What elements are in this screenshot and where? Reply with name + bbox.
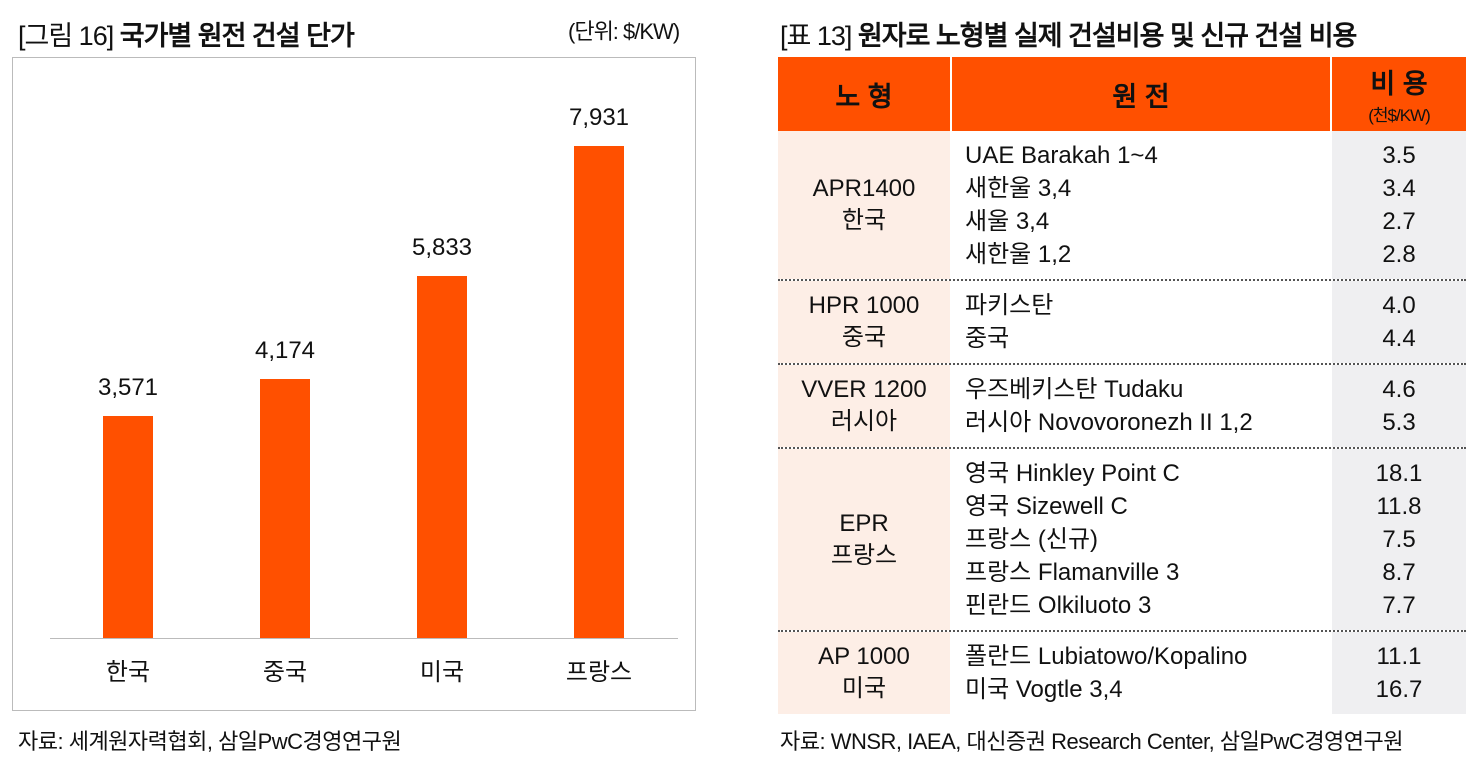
bar-3 [574, 146, 624, 638]
value-label: 3,571 [97, 374, 159, 402]
figure-title-text: 국가별 원전 건설 단가 [119, 21, 355, 51]
cost-value: 8.7 [1382, 559, 1416, 586]
table-title: [표 13] 원자로 노형별 실제 건설비용 및 신규 건설 비용 [780, 14, 1357, 53]
table-header: 노 형 원 전 비 용 (천$/KW) [778, 57, 1466, 131]
table-group: VVER 1200 러시아 우즈베키스탄 Tudaku 러시아 Novovoronez… [778, 365, 1466, 449]
table-group: HPR 1000 중국 파키스탄 중국 4.0 4.4 [778, 281, 1466, 365]
cost-value: 2.7 [1382, 208, 1416, 235]
cost-cell: 3.5 3.4 2.7 2.8 [1332, 131, 1466, 279]
cost-value: 4.0 [1382, 292, 1416, 319]
table-group: EPR 프랑스 영국 Hinkley Point C 영국 Sizewell C 프랑스… [778, 449, 1466, 632]
model-name: APR1400 [812, 175, 916, 202]
cost-value: 18.1 [1375, 460, 1423, 487]
cost-value: 5.3 [1382, 409, 1416, 436]
cost-value: 2.8 [1382, 241, 1416, 268]
header-plant: 원 전 [952, 57, 1330, 131]
model-name: VVER 1200 [801, 376, 927, 403]
cost-value: 11.8 [1376, 493, 1422, 520]
bar-1 [260, 379, 310, 638]
plant-cell: 우즈베키스탄 Tudaku 러시아 Novovoronezh II 1,2 [952, 365, 1330, 447]
chart-source: 자료: 세계원자력협회, 삼일PwC경영연구원 [18, 729, 402, 754]
table-source: 자료: WNSR, IAEA, 대신증권 Research Center, 삼일… [780, 729, 1404, 754]
plant-name: 영국 Hinkley Point C [965, 460, 1180, 487]
plant-name: 프랑스 Flamanville 3 [965, 559, 1180, 586]
header-cost-label: 비 용 [1370, 69, 1428, 99]
header-plant-label: 원 전 [1112, 81, 1170, 112]
category-label: 중국 [262, 659, 308, 686]
cost-value: 16.7 [1375, 676, 1423, 703]
category-label: 프랑스 [565, 659, 633, 686]
figure-title: [그림 16] 국가별 원전 건설 단가 [18, 14, 355, 53]
model-name: HPR 1000 [808, 292, 920, 319]
plant-name: 핀란드 Olkiluoto 3 [965, 592, 1152, 619]
model-cell: APR1400 한국 [778, 131, 950, 279]
category-label: 미국 [419, 659, 465, 686]
table-number: [표 13] [780, 21, 852, 51]
header-cost: 비 용 (천$/KW) [1332, 57, 1466, 131]
x-axis [50, 638, 678, 639]
plant-name: 폴란드 Lubiatowo/Kopalino [965, 643, 1248, 670]
plant-cell: UAE Barakah 1~4 새한울 3,4 새울 3,4 새한울 1,2 [952, 131, 1330, 279]
bar-0 [103, 416, 153, 638]
category-label: 한국 [105, 659, 151, 686]
model-country: 한국 [841, 207, 887, 234]
cost-value: 7.5 [1382, 526, 1416, 553]
unit-label: (단위: $/KW) [568, 19, 680, 44]
model-country: 미국 [841, 675, 887, 702]
cost-cell: 18.1 11.8 7.5 8.7 7.7 [1332, 449, 1466, 630]
plant-name: 새울 3,4 [965, 208, 1050, 235]
cost-table: 노 형 원 전 비 용 (천$/KW) APR1400 한국 UAE Barakah … [778, 57, 1466, 714]
cost-value: 3.5 [1382, 142, 1416, 169]
cost-value: 3.4 [1382, 175, 1416, 202]
value-label: 7,931 [568, 104, 630, 131]
value-label: 4,174 [254, 337, 316, 365]
header-model-label: 노 형 [835, 81, 893, 112]
figure-number: [그림 16] [18, 21, 114, 51]
cost-value: 4.6 [1382, 376, 1416, 403]
cost-value: 4.4 [1382, 325, 1416, 352]
cost-cell: 4.0 4.4 [1332, 281, 1466, 363]
header-model: 노 형 [778, 57, 950, 131]
table-body: APR1400 한국 UAE Barakah 1~4 새한울 3,4 새울 3,4 새한울… [778, 131, 1466, 714]
model-country: 프랑스 [830, 541, 898, 569]
model-name: AP 1000 [818, 643, 910, 670]
plant-cell: 영국 Hinkley Point C 영국 Sizewell C 프랑스 (신규) 프… [952, 449, 1330, 630]
plant-name: 우즈베키스탄 Tudaku [965, 376, 1184, 403]
plant-name: 미국 Vogtle 3,4 [965, 676, 1123, 703]
table-title-text: 원자로 노형별 실제 건설비용 및 신규 건설 비용 [857, 21, 1357, 51]
header-cost-unit: (천$/KW) [1368, 106, 1431, 125]
model-country: 중국 [841, 324, 887, 351]
plant-name: 중국 [965, 325, 1010, 352]
plant-name: 파키스탄 [965, 292, 1054, 319]
table-group: APR1400 한국 UAE Barakah 1~4 새한울 3,4 새울 3,4 새한울… [778, 131, 1466, 281]
model-cell: HPR 1000 중국 [778, 281, 950, 363]
chart-frame [12, 57, 696, 711]
model-country: 러시아 [830, 408, 898, 435]
model-cell: VVER 1200 러시아 [778, 365, 950, 447]
plant-name: 영국 Sizewell C [965, 493, 1128, 520]
model-name: EPR [839, 509, 889, 537]
cost-value: 11.1 [1376, 643, 1422, 670]
cost-cell: 4.6 5.3 [1332, 365, 1466, 447]
value-label: 5,833 [411, 234, 473, 262]
plant-name: 프랑스 (신규) [965, 526, 1099, 553]
plant-name: 새한울 3,4 [965, 175, 1072, 202]
plant-name: 러시아 Novovoronezh II 1,2 [965, 409, 1253, 436]
cost-cell: 11.1 16.7 [1332, 632, 1466, 714]
bar-2 [417, 276, 467, 638]
model-cell: AP 1000 미국 [778, 632, 950, 714]
plant-name: UAE Barakah 1~4 [965, 142, 1158, 169]
model-cell: EPR 프랑스 [778, 449, 950, 630]
plant-name: 새한울 1,2 [965, 241, 1072, 268]
plant-cell: 폴란드 Lubiatowo/Kopalino 미국 Vogtle 3,4 [952, 632, 1330, 714]
cost-value: 7.7 [1382, 592, 1416, 619]
table-group: AP 1000 미국 폴란드 Lubiatowo/Kopalino 미국 Vogtle… [778, 632, 1466, 714]
